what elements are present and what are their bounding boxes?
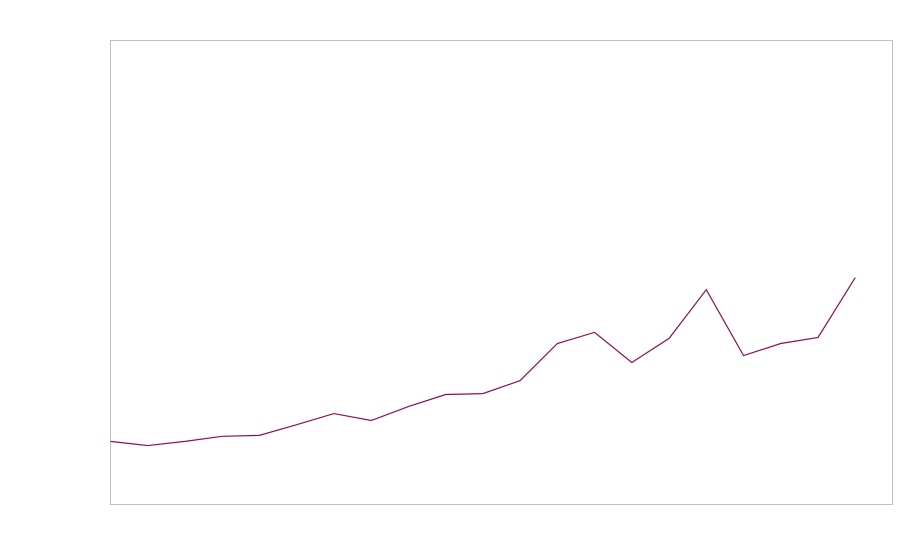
plot-frame [110, 40, 893, 505]
series-line-0 [110, 277, 856, 447]
